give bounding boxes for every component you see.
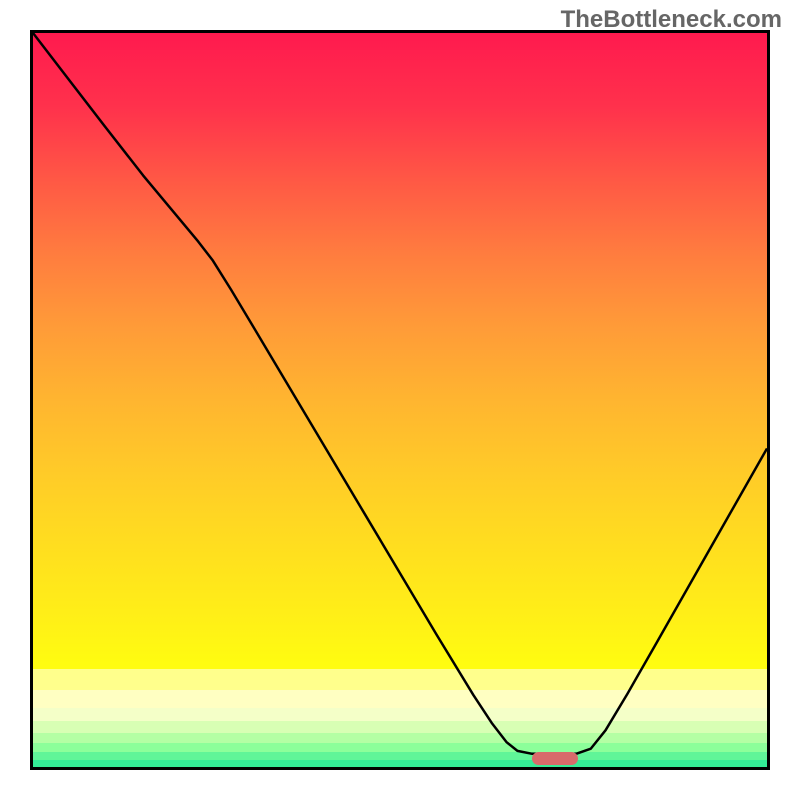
watermark-text: TheBottleneck.com — [561, 6, 782, 34]
optimal-marker — [532, 752, 578, 765]
curve-svg — [33, 33, 767, 767]
bottleneck-curve — [33, 33, 767, 754]
plot-area — [30, 30, 770, 770]
